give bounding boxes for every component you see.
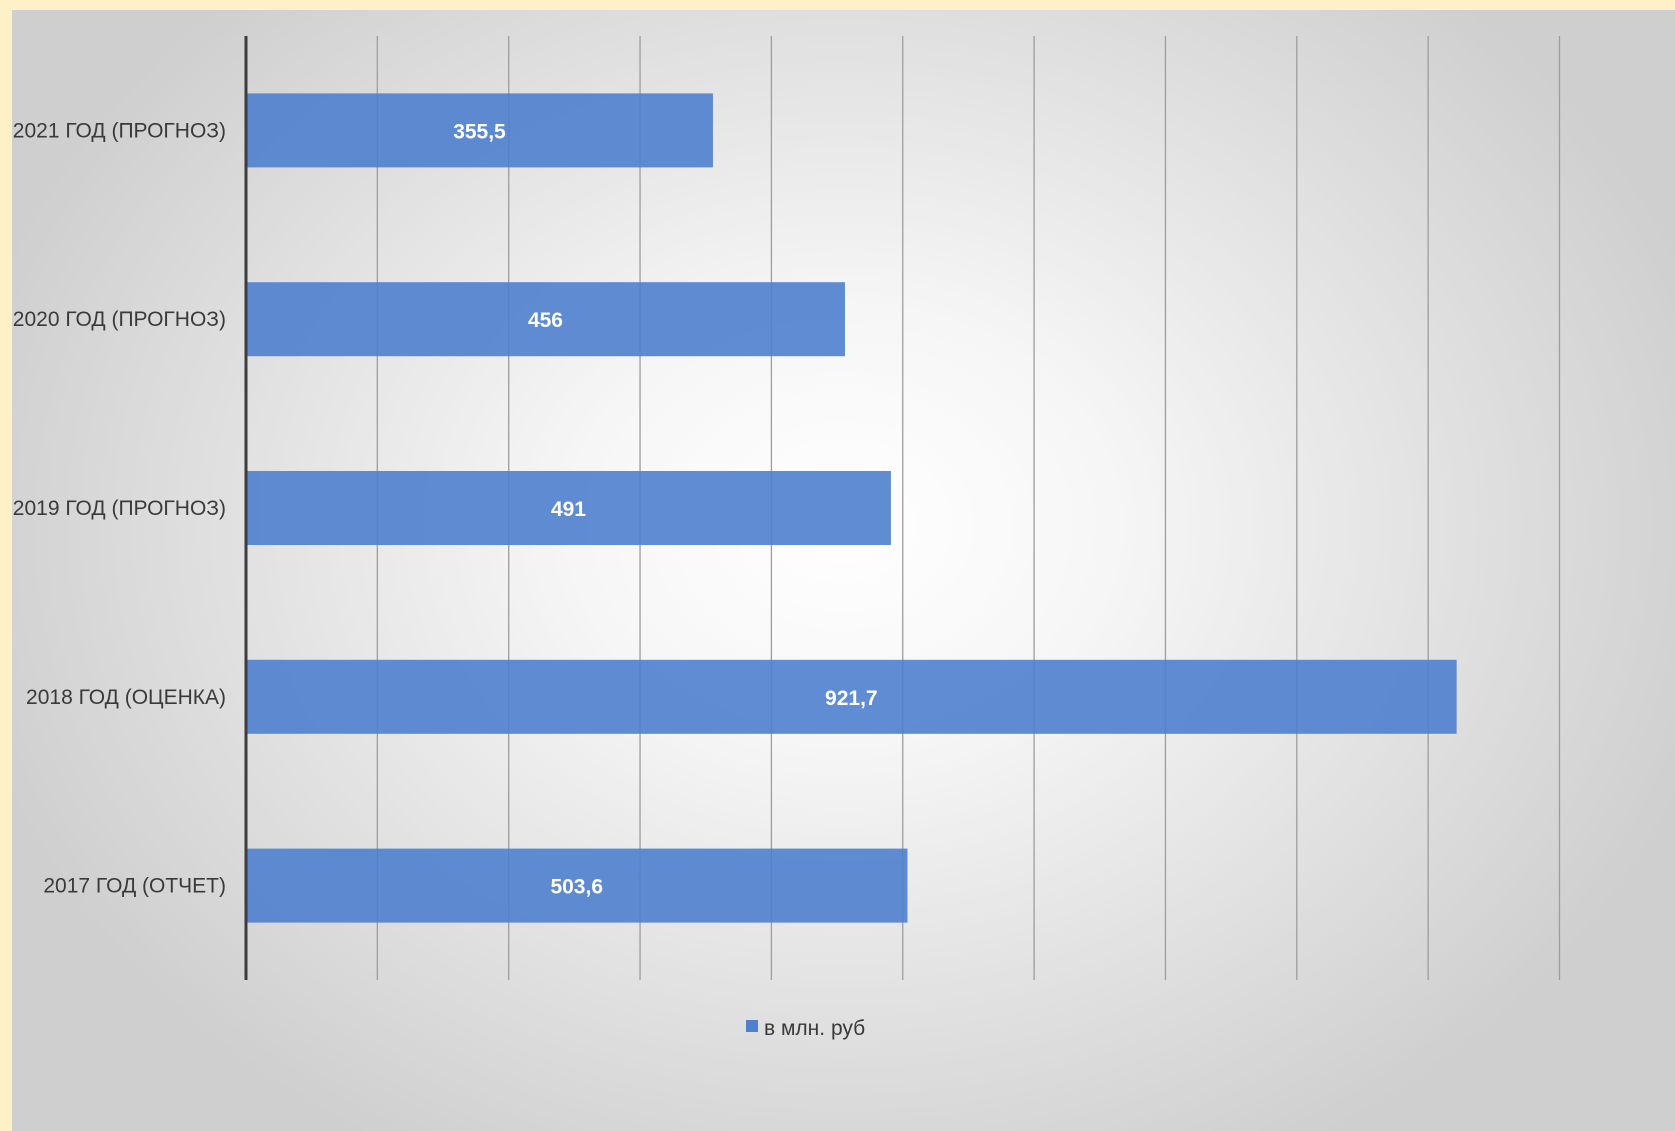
legend-swatch <box>746 1020 758 1032</box>
chart-area: 2017 ГОД (ОТЧЕТ) 2018 ГОД (ОЦЕНКА) 2019 ГО… <box>12 10 1675 1131</box>
category-label: 2018 ГОД (ОЦЕНКА) <box>26 686 226 709</box>
category-label: 2021 ГОД (ПРОГНОЗ) <box>13 119 226 142</box>
data-label: 456 <box>528 309 563 332</box>
bars <box>246 93 1457 923</box>
bar <box>246 471 891 545</box>
category-label: 2019 ГОД (ПРОГНОЗ) <box>13 497 226 520</box>
legend: в млн. руб <box>746 1017 865 1040</box>
bar <box>246 659 1457 734</box>
bar <box>246 93 713 168</box>
data-label: 503,6 <box>550 876 603 899</box>
bar-chart: 2017 ГОД (ОТЧЕТ) 2018 ГОД (ОЦЕНКА) 2019 ГО… <box>13 36 1561 1040</box>
legend-label: в млн. руб <box>764 1017 865 1040</box>
category-labels: 2017 ГОД (ОТЧЕТ) 2018 ГОД (ОЦЕНКА) 2019 ГО… <box>13 119 226 897</box>
bar <box>246 848 908 923</box>
data-label: 355,5 <box>453 120 506 143</box>
data-labels: 503,6 921,7 491 456 355,5 <box>453 120 877 898</box>
data-label: 491 <box>551 498 586 521</box>
category-label: 2017 ГОД (ОТЧЕТ) <box>43 875 226 898</box>
category-label: 2020 ГОД (ПРОГНОЗ) <box>13 308 226 331</box>
gridlines <box>376 36 1561 980</box>
bar <box>246 282 845 357</box>
data-label: 921,7 <box>825 687 878 710</box>
